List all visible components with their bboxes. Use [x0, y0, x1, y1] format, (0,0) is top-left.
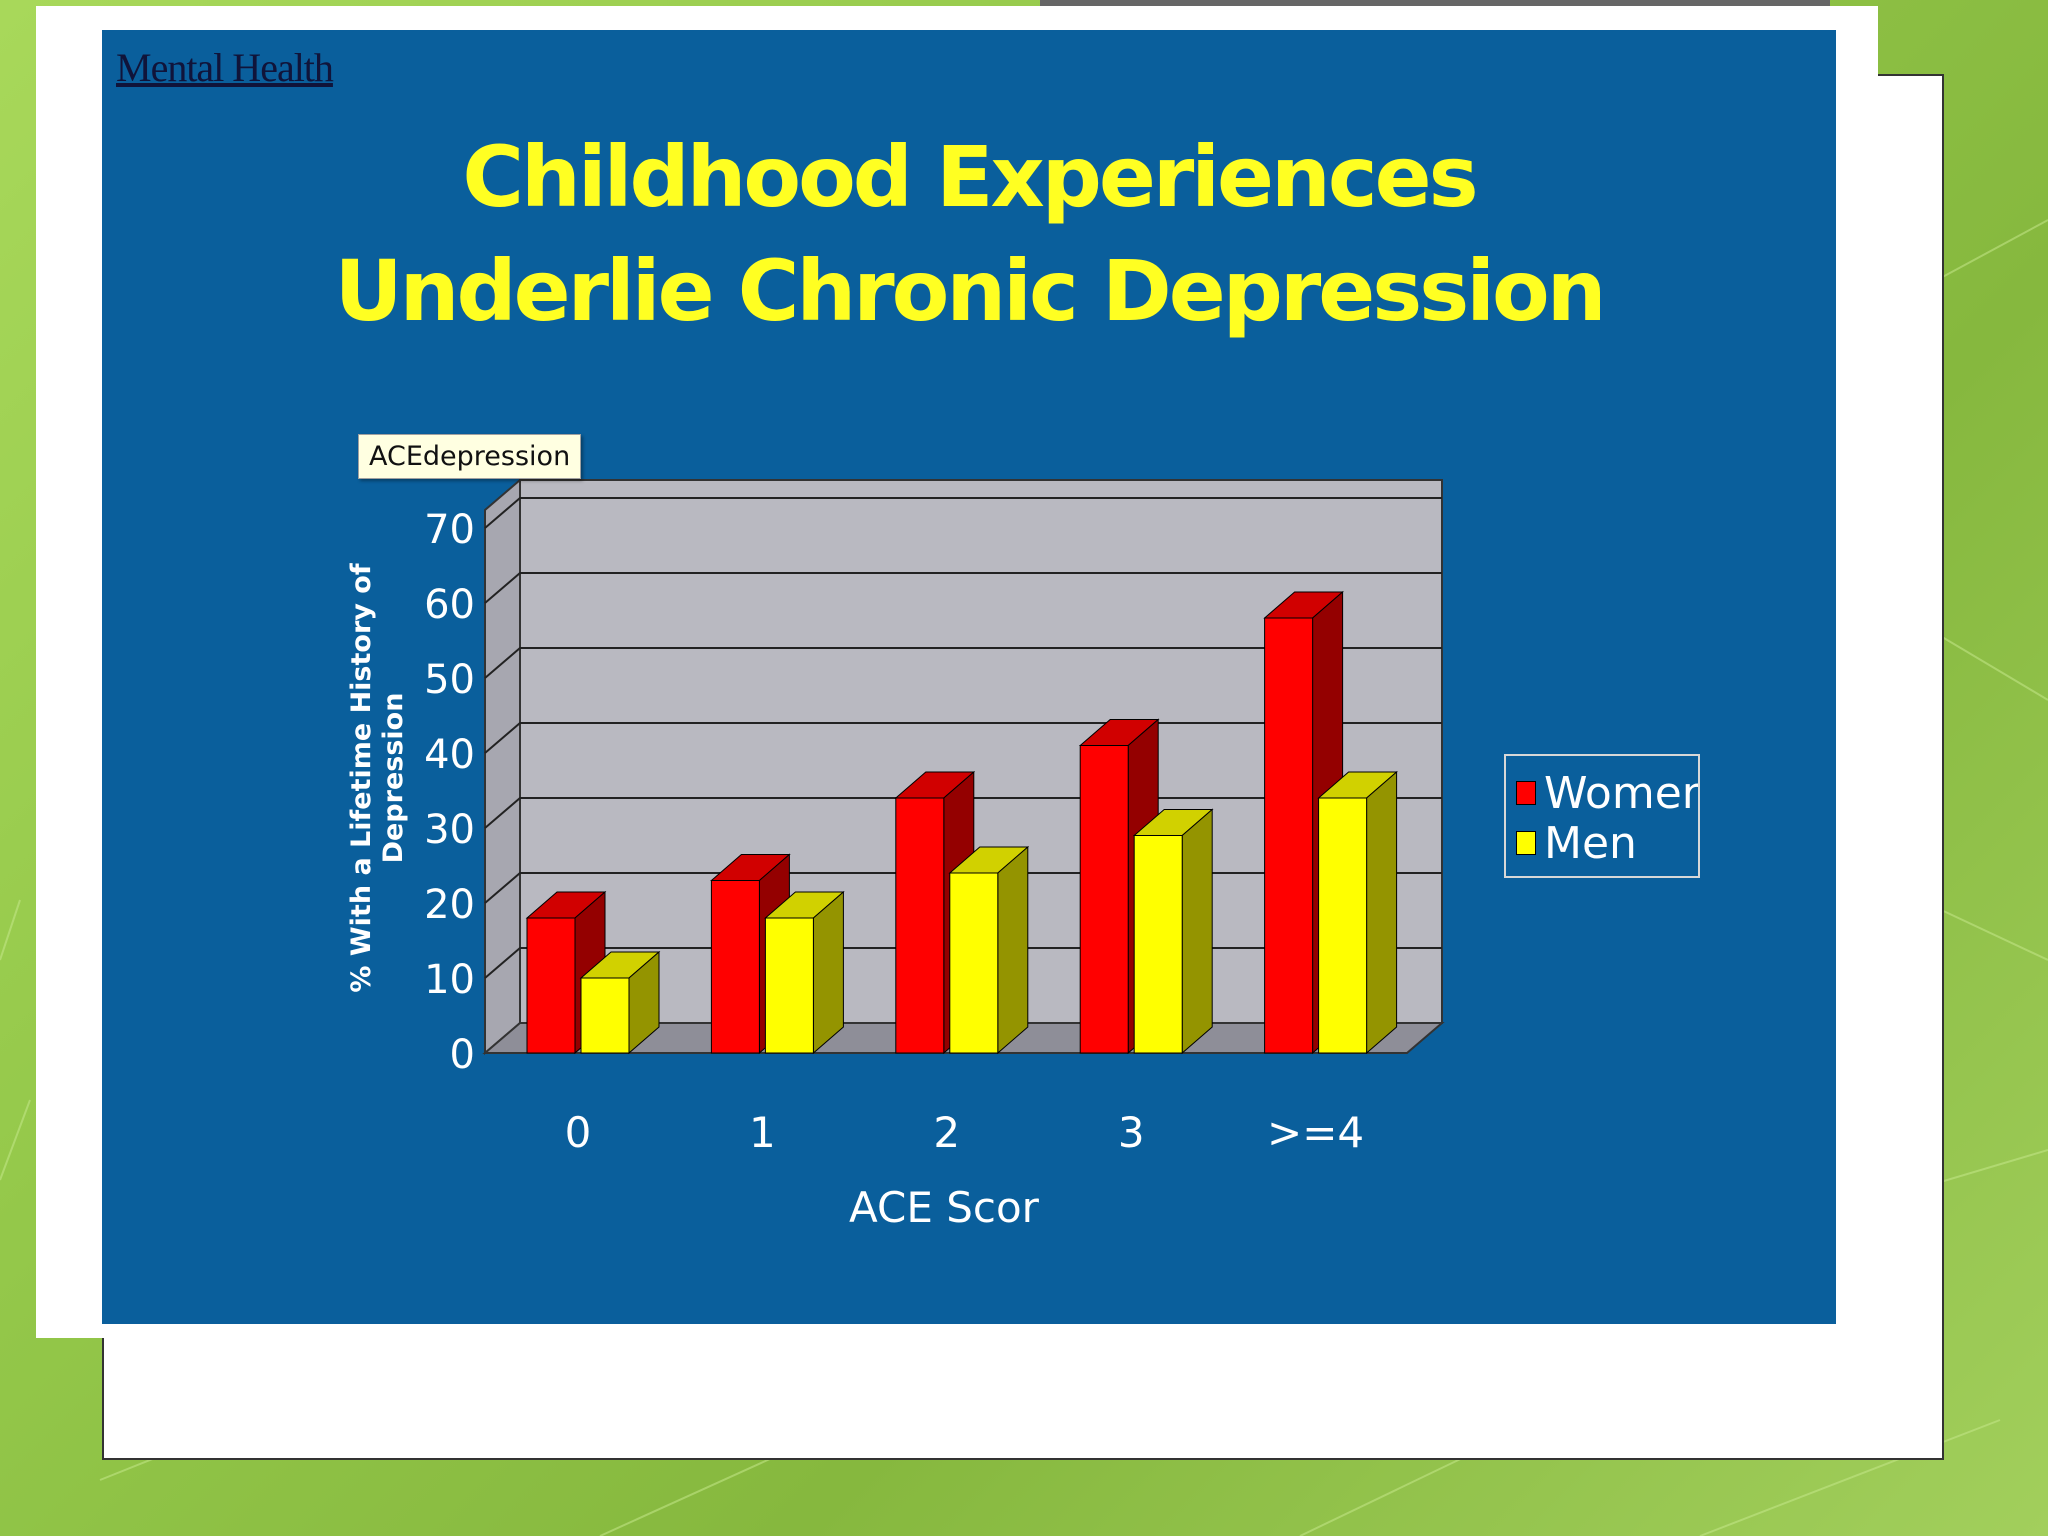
slide-title: Childhood Experiences Underlie Chronic D…: [102, 120, 1836, 348]
legend-item-men: Men: [1516, 817, 1637, 869]
bar-men-1: [764, 917, 814, 1054]
y-axis-label-line-2: Depression: [378, 693, 409, 864]
y-tick-label: 60: [424, 582, 475, 628]
bar-women-0: [526, 917, 576, 1054]
bar-men-2-side: [997, 845, 1029, 1055]
slide: Mental Health Childhood Experiences Unde…: [102, 30, 1836, 1324]
bar-men-1-side: [812, 890, 844, 1055]
bar-men-4-side: [1366, 770, 1398, 1055]
gridline: [484, 572, 1442, 604]
bar-men-3: [1133, 835, 1183, 1054]
y-tick-label: 70: [424, 507, 475, 553]
x-tick-label: >=4: [1267, 1108, 1364, 1157]
bar-women-4: [1264, 617, 1314, 1054]
y-tick-label: 40: [424, 732, 475, 778]
legend-label-men: Men: [1544, 817, 1637, 869]
y-tick-label: 30: [424, 807, 475, 853]
x-axis-label: ACE Scor: [849, 1183, 1040, 1232]
x-tick-label: 3: [1118, 1108, 1145, 1157]
bar-men-2: [949, 872, 999, 1054]
y-tick-label: 20: [424, 882, 475, 928]
y-tick-label: 0: [450, 1032, 475, 1078]
legend-swatch-women: [1516, 781, 1536, 805]
y-tick-label: 50: [424, 657, 475, 703]
title-line-2: Underlie Chronic Depression: [334, 242, 1606, 340]
top-strip: [1040, 0, 1830, 6]
bar-women-3: [1079, 745, 1129, 1054]
mental-health-link[interactable]: Mental Health: [116, 45, 334, 90]
gridline: [484, 647, 1442, 679]
y-axis-label: % With a Lifetime History ofDepression: [346, 563, 409, 992]
x-tick-label: 1: [749, 1108, 776, 1157]
plot-side-wall: [484, 477, 521, 1056]
y-tick-label: 10: [424, 957, 475, 1003]
bar-women-1: [710, 880, 760, 1054]
legend-swatch-men: [1516, 831, 1536, 855]
legend-item-women: Women: [1516, 767, 1700, 819]
x-tick-label: 2: [933, 1108, 960, 1157]
bar-men-3-side: [1181, 808, 1213, 1055]
title-line-1: Childhood Experiences: [462, 128, 1478, 226]
legend-label-women: Women: [1544, 767, 1700, 819]
chart-tooltip: ACEdepression: [358, 434, 582, 479]
bar-men-0: [580, 977, 630, 1054]
bar-men-4: [1318, 797, 1368, 1054]
x-tick-label: 0: [565, 1108, 592, 1157]
gridline: [484, 497, 1442, 529]
y-axis-label-line-1: % With a Lifetime History of: [346, 563, 377, 992]
chart-legend: Women Men: [1504, 754, 1700, 878]
bar-women-2: [895, 797, 945, 1054]
